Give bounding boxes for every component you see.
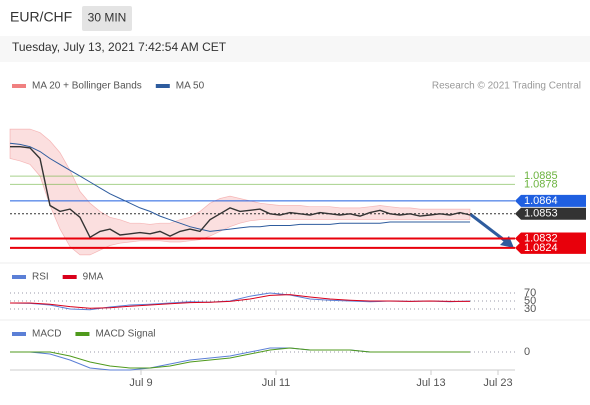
y-tick-label: 70 (524, 287, 536, 299)
legend-label: RSI (32, 272, 49, 283)
y-tick-label: 0 (524, 346, 530, 358)
series-line (10, 347, 470, 369)
level-label: 1.0864 (524, 195, 558, 207)
legend-swatch (75, 332, 90, 336)
level-label: 1.0824 (524, 242, 558, 254)
y-tick-label: 30 (524, 303, 536, 315)
legend-label: MA 50 (176, 81, 205, 92)
x-tick-label: Jul 11 (262, 377, 291, 389)
legend-label: MACD Signal (95, 329, 155, 340)
level-label: 1.0878 (524, 178, 558, 190)
level-label: 1.0885 (524, 170, 558, 182)
interval-label: 30 MIN (88, 11, 127, 25)
legend-swatch (12, 84, 26, 88)
legend-swatch (12, 332, 26, 336)
series-line (9, 142, 470, 232)
forecast-arrowhead (500, 236, 514, 248)
level-label: 1.0853 (524, 208, 558, 220)
legend-label: 9MA (83, 272, 104, 283)
legend-label: MACD (32, 329, 61, 340)
credit: Research © 2021 Trading Central (432, 81, 581, 92)
level-label: 1.0832 (524, 232, 558, 244)
bollinger-band (9, 128, 471, 256)
interval-button[interactable] (82, 6, 132, 31)
legend-label: MA 20 + Bollinger Bands (32, 81, 142, 92)
legend-swatch (12, 275, 26, 279)
x-tick-label: Jul 13 (416, 377, 445, 389)
symbol: EUR/CHF (10, 9, 72, 25)
x-tick-label: Jul 9 (129, 377, 152, 389)
level-box (515, 207, 586, 220)
date-bar (0, 36, 590, 62)
y-tick-label: 50 (524, 295, 536, 307)
legend-swatch (62, 275, 77, 279)
series-line (10, 145, 471, 239)
timestamp: Tuesday, July 13, 2021 7:42:54 AM CET (12, 40, 227, 54)
series-line (10, 294, 470, 309)
level-box (515, 232, 586, 245)
legend-swatch (155, 84, 170, 88)
level-box (515, 194, 586, 207)
level-box (515, 241, 586, 254)
x-tick-label: Jul 23 (483, 377, 512, 389)
